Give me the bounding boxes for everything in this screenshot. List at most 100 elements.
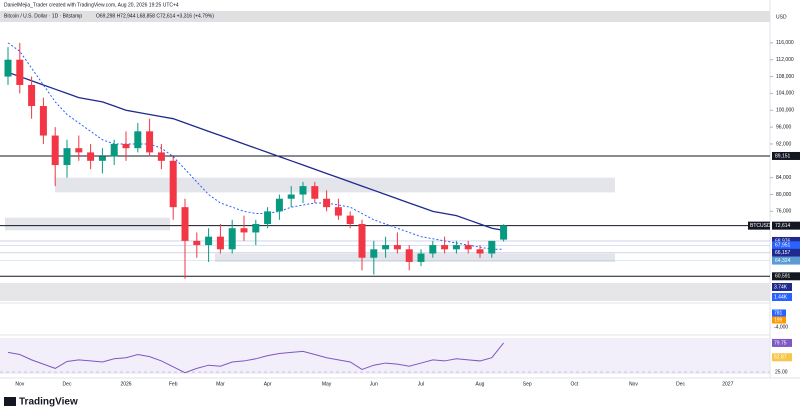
candle-body <box>393 245 401 250</box>
candle-body <box>157 152 165 161</box>
volume-panel <box>0 283 770 301</box>
x-tick-label: Nov <box>15 381 24 387</box>
candle-body <box>169 160 177 208</box>
candle-body <box>311 186 319 199</box>
price-tag-label: 67,951 <box>775 243 791 249</box>
volume-tag <box>772 283 792 291</box>
rsi-line <box>7 342 504 374</box>
candle-body <box>63 148 71 166</box>
candle-body <box>464 245 472 250</box>
candle-body <box>205 236 213 246</box>
rsi-tag-label: 79.75 <box>774 340 787 346</box>
candle-body <box>87 152 95 161</box>
zone <box>55 177 615 193</box>
y-tick-label: 116,000 <box>776 40 794 46</box>
candle-body <box>252 224 260 233</box>
y-tick-label: 92,000 <box>776 141 792 147</box>
candle-body <box>51 135 59 166</box>
price-tag <box>772 236 800 245</box>
y-tick-label: 76,000 <box>776 209 792 215</box>
x-tick-label: 2027 <box>722 381 733 387</box>
candle-body <box>476 249 484 254</box>
chart-title: Bitcoin / U.S. Dollar · 1D · Bitstamp <box>4 13 82 19</box>
symbol-tag-label: BTCUSD <box>750 223 771 229</box>
x-tick-label: Jun <box>370 381 378 387</box>
x-tick-label: Jul <box>418 381 424 387</box>
y-tick-label: 96,000 <box>776 124 792 130</box>
price-tag <box>772 151 800 160</box>
x-tick-label: Nov <box>629 381 638 387</box>
ohlc-legend: O69,298 H72,944 L68,858 C72,614 +3,316 (… <box>96 13 214 19</box>
price-tag-label: 89,151 <box>775 153 791 159</box>
x-tick-label: Dec <box>676 381 685 387</box>
x-tick-label: Apr <box>264 381 272 387</box>
candle-body <box>264 211 272 225</box>
rsi-panel <box>0 338 770 374</box>
x-tick-label: Aug <box>476 381 485 387</box>
candle-body <box>500 225 508 240</box>
zone <box>5 217 170 231</box>
price-tag-label: 66,157 <box>775 250 791 256</box>
candle-body <box>358 224 366 258</box>
price-tag <box>772 248 800 257</box>
caption: DanielMejia_Trader created with TradingV… <box>4 2 179 8</box>
price-tag <box>772 241 800 250</box>
candle-body <box>275 198 283 212</box>
macd-label: -4,000 <box>774 324 788 330</box>
y-tick-label: 80,000 <box>776 192 792 198</box>
y-tick-label: 100,000 <box>776 108 794 114</box>
volume-label: 1.44K <box>774 294 788 300</box>
candle-body <box>488 240 496 254</box>
rsi-tag <box>772 338 792 347</box>
candle-body <box>240 228 248 233</box>
x-tick-label: Sep <box>523 381 532 387</box>
candle-body <box>405 249 413 262</box>
symbol-tag <box>748 221 770 230</box>
candle-body <box>429 245 437 254</box>
candle-body <box>181 207 189 241</box>
candle-body <box>98 156 106 161</box>
candle-body <box>334 207 342 216</box>
zone <box>215 253 615 262</box>
candle-body <box>346 215 354 225</box>
y-tick-label: 84,000 <box>776 175 792 181</box>
candle-body <box>110 143 118 157</box>
candle-body <box>216 236 224 250</box>
candle-body <box>323 198 331 208</box>
price-tag <box>772 221 800 230</box>
volume-label: 3.74K <box>774 284 788 290</box>
candle-body <box>382 245 390 250</box>
candle-body <box>28 84 36 107</box>
top-band <box>0 11 770 22</box>
x-tick-label: Dec <box>63 381 72 387</box>
macd-label: 781 <box>774 310 783 316</box>
moving-average <box>7 42 504 250</box>
candle-body <box>370 249 378 258</box>
y-tick-label: 112,000 <box>776 57 794 63</box>
x-tick-label: May <box>322 381 332 387</box>
candle-body <box>441 245 449 250</box>
candle-body <box>75 148 83 153</box>
candle-body <box>4 59 12 77</box>
candle-body <box>193 240 201 246</box>
x-tick-label: Oct <box>571 381 579 387</box>
price-tag <box>772 272 800 281</box>
y-tick-label: 108,000 <box>776 74 794 80</box>
candle-body <box>417 253 425 262</box>
candle-body <box>146 131 154 153</box>
currency: USD <box>776 14 787 20</box>
x-tick-label: Feb <box>169 381 178 387</box>
brand-logo <box>4 397 16 406</box>
volume-tag <box>772 293 792 301</box>
macd-tag <box>772 316 786 324</box>
candle-body <box>287 194 295 199</box>
price-tag-label: 64,324 <box>775 258 791 264</box>
candle-body <box>228 228 236 250</box>
y-tick-label: 104,000 <box>776 91 794 97</box>
candle-body <box>16 59 24 85</box>
price-tag-label: 60,591 <box>775 274 791 280</box>
rsi-tick-label: 25.00 <box>775 369 788 375</box>
x-tick-label: Mar <box>216 381 225 387</box>
moving-average <box>7 71 504 231</box>
